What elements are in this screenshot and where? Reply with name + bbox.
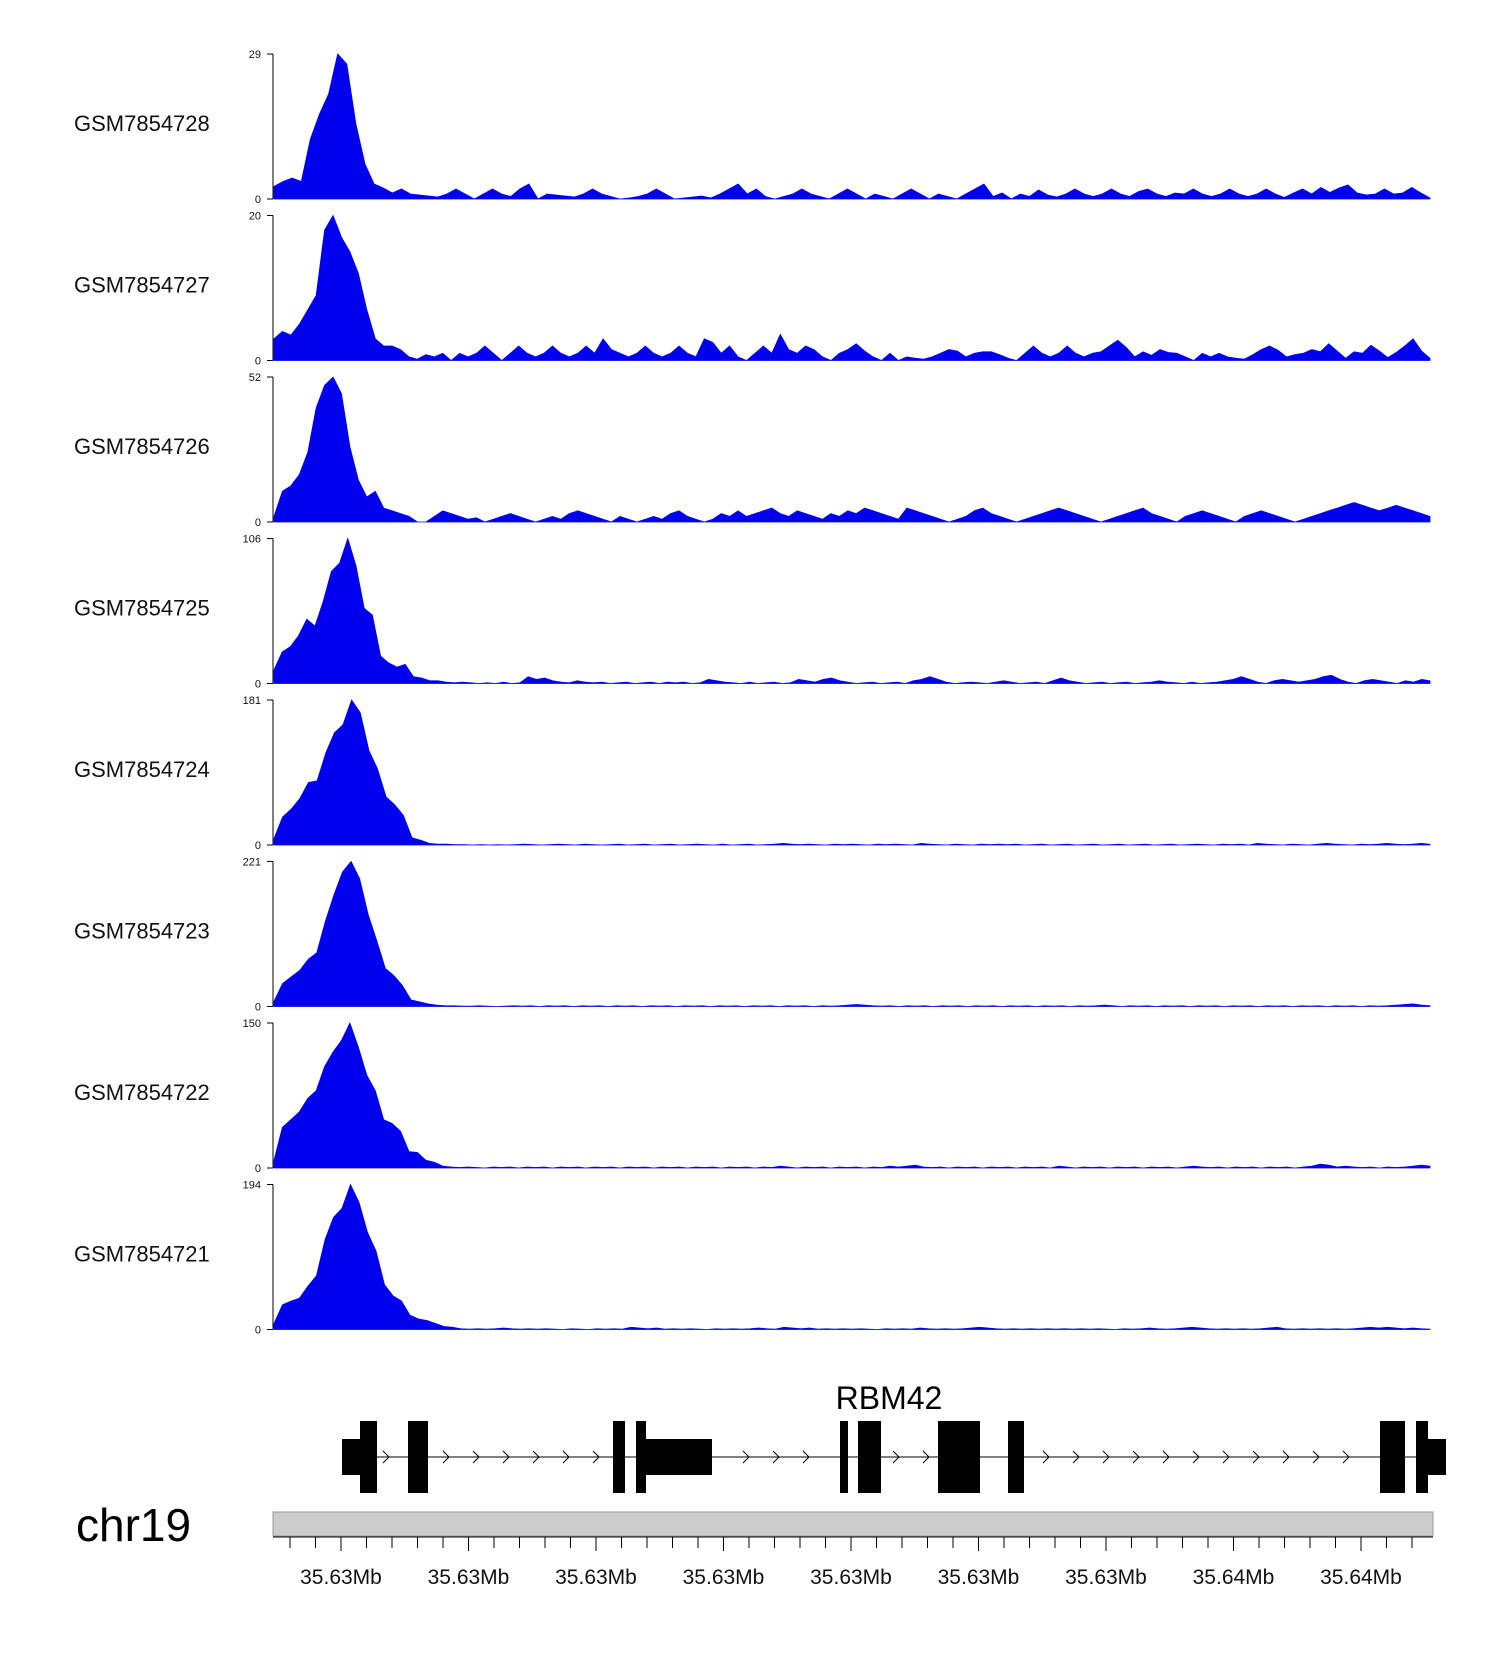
- y-max-label: 29: [249, 49, 261, 61]
- strand-chevron: [592, 1450, 600, 1464]
- exon-block: [613, 1421, 625, 1493]
- track-label: GSM7854723: [74, 919, 210, 944]
- strand-chevron: [1252, 1450, 1260, 1464]
- chromosome-bar: [272, 1511, 1434, 1537]
- y-min-label: 0: [255, 194, 261, 206]
- strand-chevron: [922, 1450, 930, 1464]
- strand-chevron: [1342, 1450, 1350, 1464]
- coverage-tracks: GSM7854728290GSM7854727200GSM7854726520G…: [74, 49, 1431, 1337]
- track-GSM7854725: GSM7854725 106 0: [74, 534, 1431, 691]
- axis-position-label: 35.63Mb: [555, 1566, 637, 1589]
- track-GSM7854723: GSM7854723 221 0: [74, 857, 1431, 1014]
- track-label: GSM7854725: [74, 596, 210, 621]
- exon-block: [342, 1439, 360, 1475]
- coverage-area: [273, 214, 1431, 362]
- y-min-label: 0: [255, 1002, 261, 1014]
- track-label: GSM7854721: [74, 1242, 210, 1267]
- exon-block: [1008, 1421, 1024, 1493]
- y-max-label: 52: [249, 372, 261, 384]
- y-min-label: 0: [255, 1163, 261, 1175]
- strand-chevron: [772, 1450, 780, 1464]
- track-GSM7854726: GSM7854726 52 0: [74, 372, 1431, 529]
- axis-position-label: 35.63Mb: [683, 1566, 765, 1589]
- exon-block: [1428, 1439, 1446, 1475]
- coverage-area: [273, 1183, 1431, 1330]
- axis-position-label: 35.63Mb: [938, 1566, 1020, 1589]
- track-GSM7854728: GSM7854728 29 0: [74, 49, 1431, 206]
- strand-chevron: [1042, 1450, 1050, 1464]
- strand-chevron: [1132, 1450, 1140, 1464]
- y-min-label: 0: [255, 1325, 261, 1337]
- strand-chevron: [1162, 1450, 1170, 1464]
- y-min-label: 0: [255, 517, 261, 529]
- strand-chevron: [442, 1450, 450, 1464]
- y-max-label: 181: [243, 695, 261, 707]
- y-min-label: 0: [255, 840, 261, 852]
- strand-chevron: [382, 1450, 390, 1464]
- exon-block: [858, 1421, 881, 1493]
- gene-model-rbm42: RBM42: [342, 1380, 1446, 1493]
- track-GSM7854724: GSM7854724 181 0: [74, 695, 1431, 852]
- axis-position-label: 35.63Mb: [428, 1566, 510, 1589]
- exon-block: [408, 1421, 428, 1493]
- axis-ticks: [289, 1537, 1413, 1551]
- track-label: GSM7854726: [74, 434, 210, 459]
- strand-chevron: [532, 1450, 540, 1464]
- strand-arrows: [382, 1450, 1350, 1464]
- axis-position-label: 35.63Mb: [1065, 1566, 1147, 1589]
- coverage-area: [273, 1021, 1431, 1169]
- axis-position-label: 35.64Mb: [1193, 1566, 1275, 1589]
- track-GSM7854721: GSM7854721 194 0: [74, 1180, 1431, 1337]
- track-GSM7854727: GSM7854727 20 0: [74, 211, 1431, 368]
- chromosome-label: chr19: [76, 1499, 191, 1551]
- exon-block: [1416, 1421, 1428, 1493]
- strand-chevron: [502, 1450, 510, 1464]
- axis-position-label: 35.63Mb: [810, 1566, 892, 1589]
- coverage-area: [273, 537, 1431, 684]
- coverage-area: [273, 376, 1431, 523]
- y-max-label: 150: [243, 1018, 261, 1030]
- strand-chevron: [472, 1450, 480, 1464]
- y-max-label: 20: [249, 211, 261, 223]
- strand-chevron: [1192, 1450, 1200, 1464]
- strand-chevron: [802, 1450, 810, 1464]
- strand-chevron: [892, 1450, 900, 1464]
- axis-position-label: 35.64Mb: [1320, 1566, 1402, 1589]
- exon-block: [646, 1439, 712, 1475]
- coverage-area: [273, 699, 1431, 846]
- strand-chevron: [562, 1450, 570, 1464]
- y-min-label: 0: [255, 679, 261, 691]
- track-label: GSM7854724: [74, 757, 210, 782]
- track-label: GSM7854727: [74, 273, 210, 298]
- exon-block: [840, 1421, 848, 1493]
- y-max-label: 194: [243, 1180, 261, 1192]
- strand-chevron: [742, 1450, 750, 1464]
- y-min-label: 0: [255, 356, 261, 368]
- axis-tick-labels: 35.63Mb 35.63Mb 35.63Mb 35.63Mb 35.63Mb 35.63…: [300, 1566, 1402, 1589]
- strand-chevron: [1102, 1450, 1110, 1464]
- chromosome-axis: chr19 35.63Mb 35.63Mb 35.63Mb 35.63Mb 35.63M…: [76, 1499, 1434, 1589]
- gene-name-label: RBM42: [836, 1380, 943, 1416]
- exon-block: [360, 1421, 377, 1493]
- y-max-label: 106: [243, 534, 261, 546]
- strand-chevron: [1312, 1450, 1320, 1464]
- strand-chevron: [1282, 1450, 1290, 1464]
- exon-block: [938, 1421, 980, 1493]
- exon-block: [636, 1421, 646, 1493]
- exon-block: [1380, 1421, 1405, 1493]
- strand-chevron: [1072, 1450, 1080, 1464]
- track-label: GSM7854728: [74, 111, 210, 136]
- coverage-area: [273, 53, 1431, 200]
- y-max-label: 221: [243, 857, 261, 869]
- gene-exons: [342, 1421, 1446, 1493]
- strand-chevron: [1222, 1450, 1230, 1464]
- track-label: GSM7854722: [74, 1080, 210, 1105]
- axis-position-label: 35.63Mb: [300, 1566, 382, 1589]
- coverage-area: [273, 860, 1431, 1007]
- track-GSM7854722: GSM7854722 150 0: [74, 1018, 1431, 1175]
